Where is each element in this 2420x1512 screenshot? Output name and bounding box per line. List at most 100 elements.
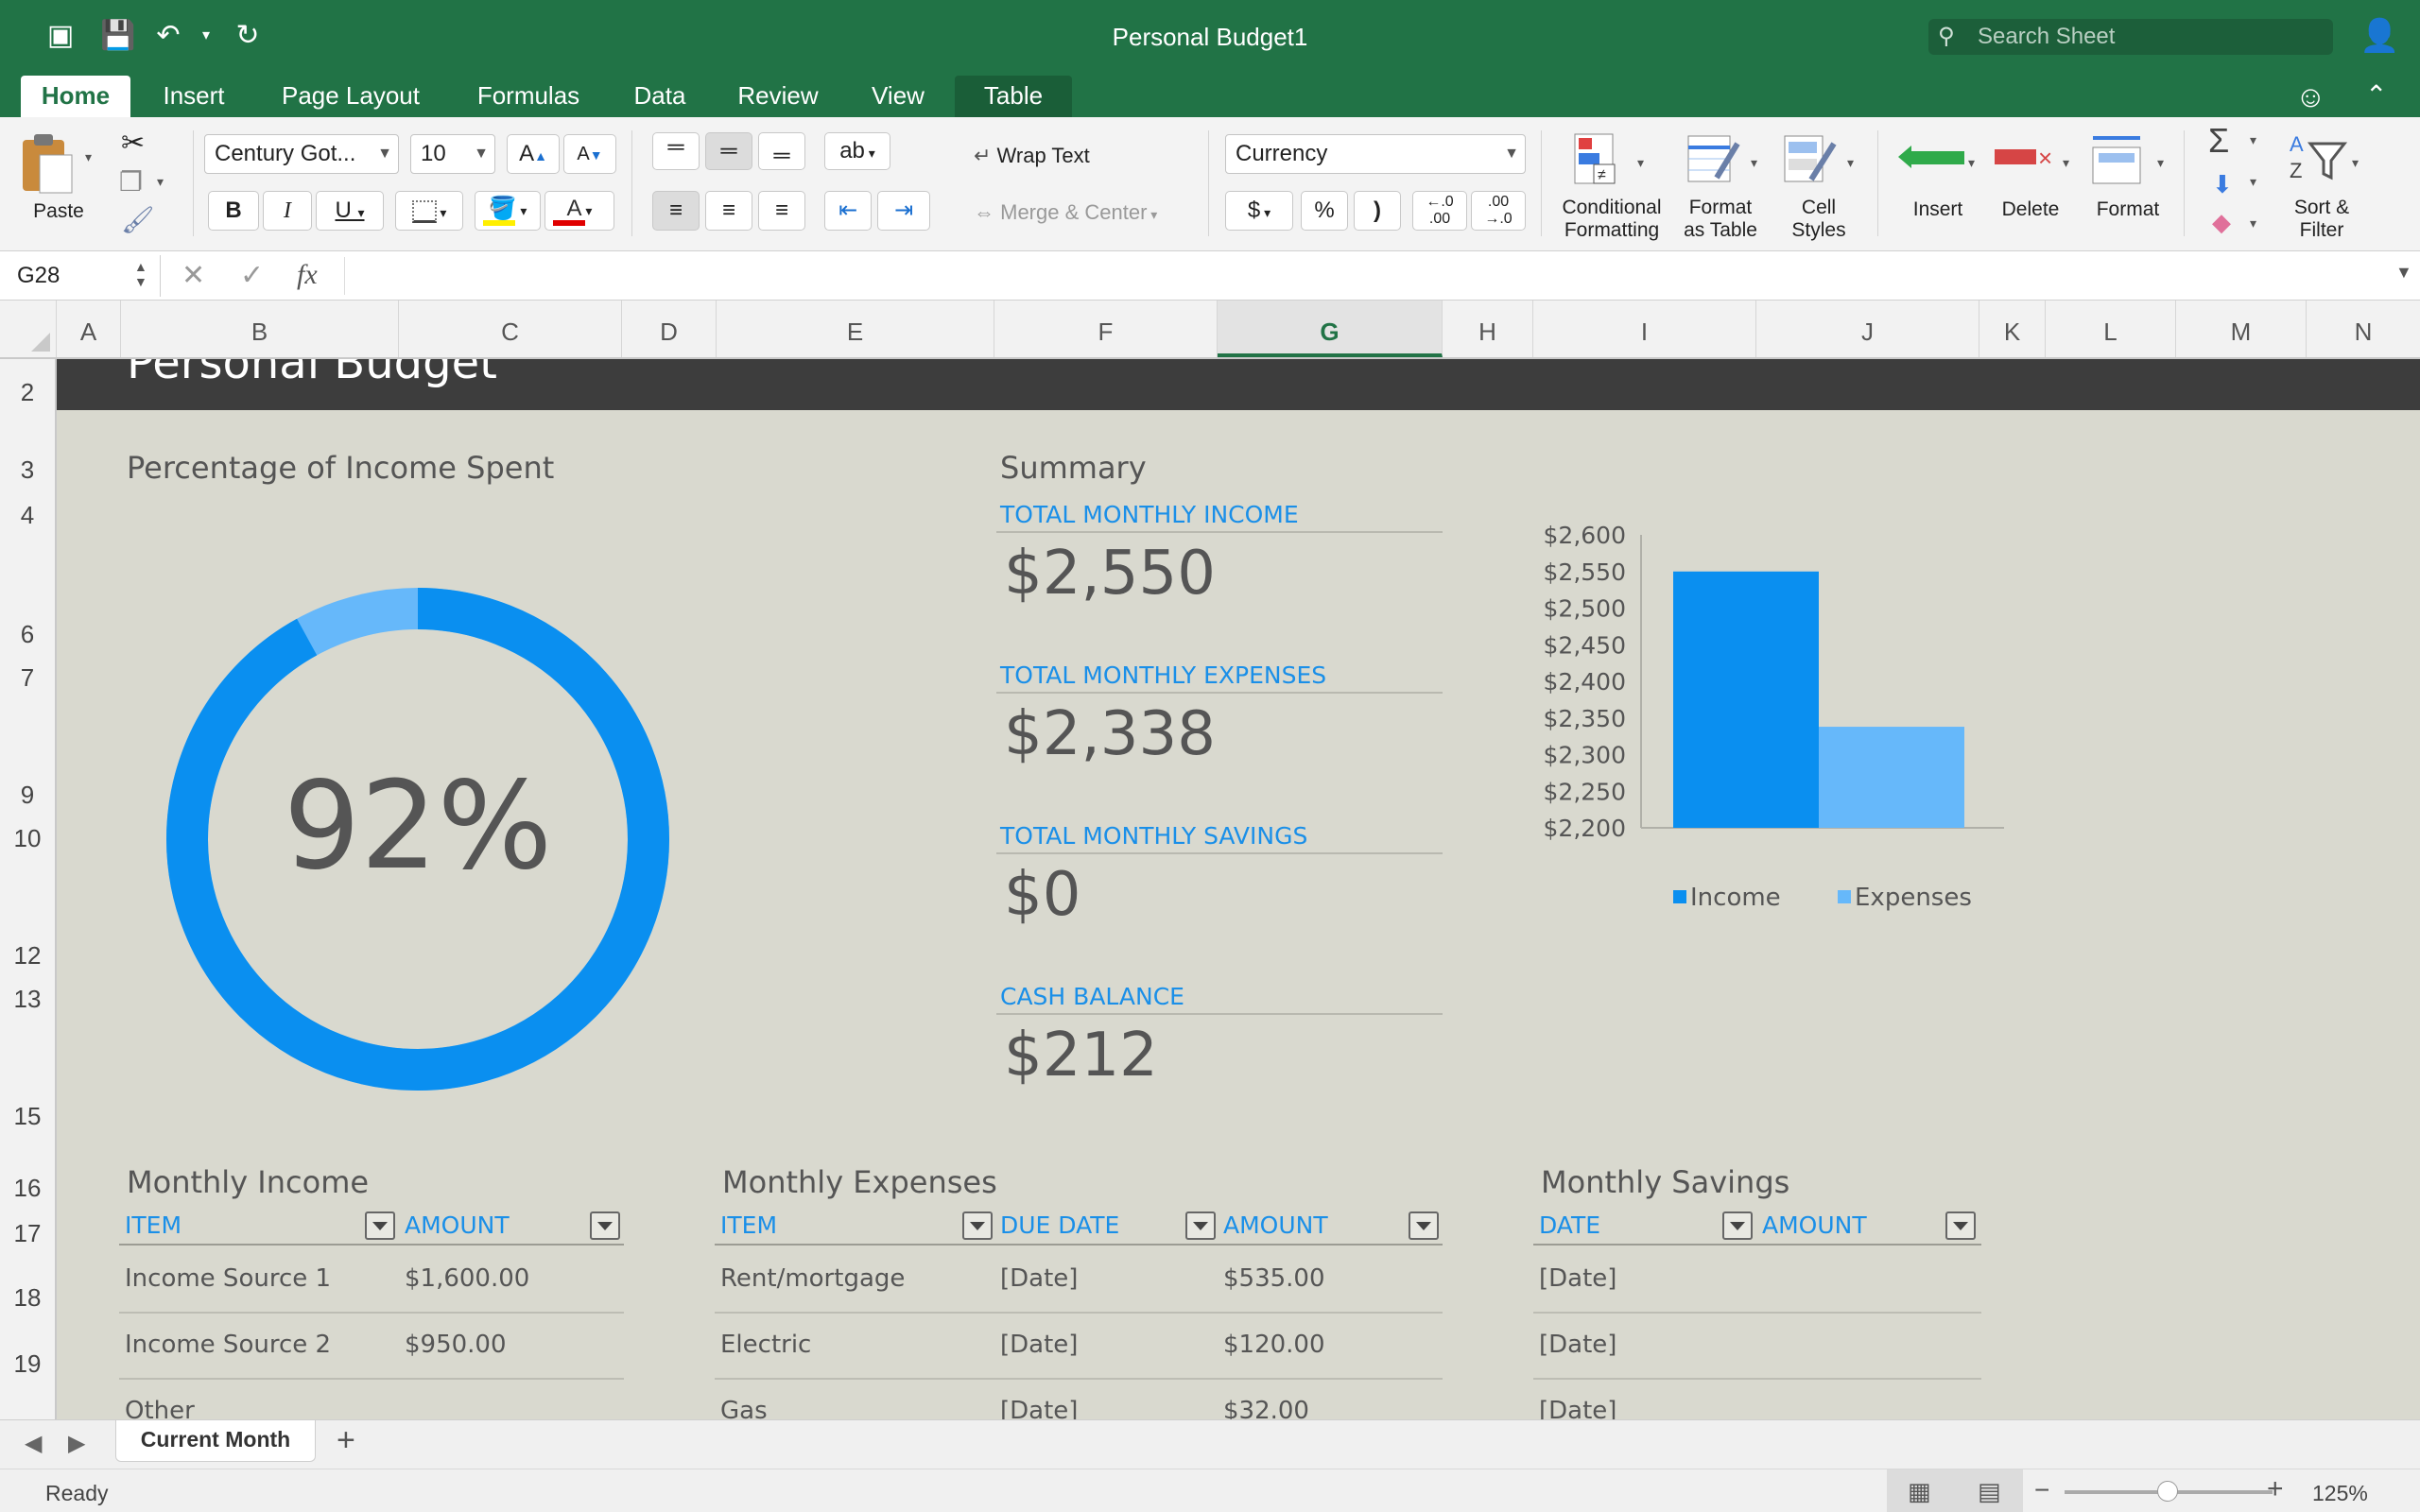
fill-down-icon[interactable]: ⬇ [2212, 170, 2233, 198]
row-header[interactable]: 10 [13, 824, 42, 852]
tab-page-layout[interactable]: Page Layout [281, 81, 420, 110]
savings-date-cell[interactable]: [Date] [1539, 1397, 1617, 1419]
delete-dropdown-icon[interactable]: ▾ [2063, 155, 2070, 170]
format-cells-icon[interactable] [2087, 130, 2148, 187]
format-table-dropdown-icon[interactable]: ▾ [1751, 155, 1758, 170]
zoom-out-icon[interactable]: − [2034, 1475, 2050, 1504]
comma-style-button[interactable]: ) [1354, 191, 1401, 231]
copy-dropdown-icon[interactable]: ▾ [157, 174, 164, 189]
sheet-tab-current-month[interactable]: Current Month [115, 1420, 316, 1462]
row-header[interactable]: 7 [20, 663, 35, 692]
column-header-c[interactable]: C [399, 301, 622, 357]
column-header-j[interactable]: J [1756, 301, 1979, 357]
cancel-entry-icon[interactable]: ✕ [182, 260, 206, 291]
cell-styles-label[interactable]: Cell Styles [1772, 197, 1866, 242]
italic-button[interactable]: I [263, 191, 312, 231]
sheet-grid[interactable]: Personal Budget Percentage of Income Spe… [57, 359, 2420, 1419]
column-header-h[interactable]: H [1443, 301, 1533, 357]
copy-icon[interactable]: ❐ [119, 167, 144, 197]
column-header-i[interactable]: I [1533, 301, 1756, 357]
underline-button[interactable]: U ▾ [316, 191, 384, 231]
format-as-table-icon[interactable] [1685, 130, 1745, 187]
income-amount-cell[interactable]: $1,600.00 [405, 1264, 530, 1293]
income-item-cell[interactable]: Income Source 1 [125, 1264, 332, 1293]
clear-dropdown-icon[interactable]: ▾ [2250, 215, 2257, 231]
delete-cells-icon[interactable]: × [1993, 138, 2063, 176]
clear-eraser-icon[interactable]: ◆ [2212, 208, 2231, 236]
font-name-dropdown[interactable]: Century Got... ▼ [204, 134, 399, 174]
income-item-cell[interactable]: Income Source 2 [125, 1331, 332, 1359]
expense-amount-cell[interactable]: $535.00 [1223, 1264, 1325, 1293]
income-item-cell[interactable]: Other [125, 1397, 195, 1419]
tab-table[interactable]: Table [955, 76, 1072, 117]
row-header[interactable]: 19 [13, 1349, 42, 1378]
income-amount-filter-button[interactable] [590, 1211, 620, 1240]
orientation-button[interactable]: ab ▾ [824, 132, 890, 170]
format-dropdown-icon[interactable]: ▾ [2157, 155, 2165, 170]
autosum-icon[interactable]: Σ [2208, 121, 2230, 160]
cell-styles-dropdown-icon[interactable]: ▾ [1847, 155, 1855, 170]
income-item-filter-button[interactable] [365, 1211, 395, 1240]
align-center-button[interactable]: ≡ [705, 191, 752, 231]
row-header[interactable]: 2 [20, 378, 35, 406]
decrease-indent-button[interactable]: ⇤ [824, 191, 872, 231]
name-box-stepper-icon[interactable]: ▲ ▼ [134, 259, 147, 289]
insert-dropdown-icon[interactable]: ▾ [1968, 155, 1976, 170]
row-header[interactable]: 18 [13, 1283, 42, 1312]
column-header-b[interactable]: B [121, 301, 399, 357]
tab-data[interactable]: Data [633, 81, 686, 110]
next-sheet-icon[interactable]: ▶ [68, 1431, 86, 1456]
zoom-slider-thumb[interactable] [2157, 1481, 2178, 1502]
savings-date-filter-button[interactable] [1722, 1211, 1753, 1240]
currency-button[interactable]: $ ▾ [1225, 191, 1293, 231]
savings-date-cell[interactable]: [Date] [1539, 1264, 1617, 1293]
row-header[interactable]: 9 [20, 781, 35, 809]
format-cells-label[interactable]: Format [2096, 198, 2160, 220]
column-header-n[interactable]: N [2354, 318, 2373, 346]
fill-dropdown-icon[interactable]: ▾ [2250, 174, 2257, 189]
sort-filter-label[interactable]: Sort & Filter [2284, 197, 2360, 242]
row-header[interactable]: 12 [13, 941, 42, 970]
expense-item-cell[interactable]: Gas [720, 1397, 768, 1419]
insert-function-icon[interactable]: fx [297, 259, 318, 290]
decrease-font-button[interactable]: A▼ [563, 134, 616, 174]
expense-amount-cell[interactable]: $32.00 [1223, 1397, 1309, 1419]
formula-input[interactable] [344, 257, 2377, 295]
column-header-e[interactable]: E [717, 301, 994, 357]
column-header-d[interactable]: D [622, 301, 717, 357]
row-header[interactable]: 16 [13, 1174, 42, 1202]
feedback-smiley-icon[interactable]: ☺ [2295, 79, 2326, 113]
sort-filter-dropdown-icon[interactable]: ▾ [2352, 155, 2360, 170]
collapse-ribbon-icon[interactable]: ⌃ [2365, 80, 2388, 110]
format-as-table-label[interactable]: Format as Table [1673, 197, 1768, 242]
income-amount-cell[interactable]: $950.00 [405, 1331, 507, 1359]
confirm-entry-icon[interactable]: ✓ [240, 260, 265, 291]
format-painter-icon[interactable]: 🖌 [121, 205, 155, 234]
number-format-dropdown[interactable]: Currency ▼ [1225, 134, 1526, 174]
align-middle-button[interactable]: ═ [705, 132, 752, 170]
increase-decimal-button[interactable]: ←.0.00 [1412, 191, 1467, 231]
insert-cells-icon[interactable] [1896, 138, 1966, 176]
autosum-dropdown-icon[interactable]: ▾ [2250, 132, 2257, 147]
prev-sheet-icon[interactable]: ◀ [25, 1431, 43, 1456]
font-color-button[interactable]: A ▾ [544, 191, 614, 231]
font-size-dropdown[interactable]: 10 ▼ [410, 134, 495, 174]
paste-dropdown-icon[interactable]: ▾ [85, 149, 93, 164]
expense-amount-filter-button[interactable] [1409, 1211, 1439, 1240]
borders-button[interactable]: ▾ [395, 191, 463, 231]
tab-review[interactable]: Review [737, 81, 819, 110]
expense-due-date-cell[interactable]: [Date] [1000, 1331, 1079, 1359]
expand-formula-bar-icon[interactable]: ▼ [2395, 263, 2412, 282]
expense-due-date-cell[interactable]: [Date] [1000, 1397, 1079, 1419]
wrap-text-button[interactable]: ↵ Wrap Text [974, 144, 1090, 168]
insert-cells-label[interactable]: Insert [1912, 198, 1963, 220]
align-left-button[interactable]: ≡ [652, 191, 700, 231]
conditional-formatting-icon[interactable]: ≠ [1569, 130, 1630, 187]
search-box[interactable]: ⚲ [1928, 19, 2333, 55]
delete-cells-label[interactable]: Delete [2001, 198, 2060, 220]
undo-dropdown-icon[interactable]: ▾ [201, 27, 211, 43]
name-box[interactable]: G28 [0, 255, 161, 297]
expense-item-cell[interactable]: Electric [720, 1331, 812, 1359]
cut-icon[interactable]: ✂ [121, 128, 146, 159]
row-header[interactable]: 4 [20, 501, 35, 529]
